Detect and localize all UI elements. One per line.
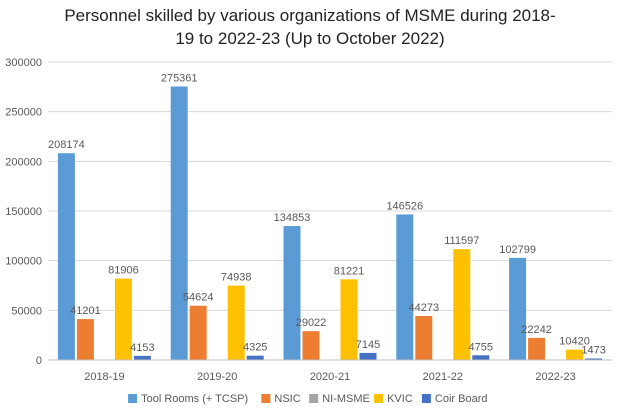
x-tick-label: 2018-19 <box>84 371 124 383</box>
data-label: 54624 <box>183 292 214 304</box>
legend-label: Coir Board <box>435 393 488 405</box>
y-tick-label: 200000 <box>5 156 42 168</box>
bar <box>528 337 546 360</box>
bar <box>453 249 471 360</box>
legend-label: Tool Rooms (+ TCSP) <box>141 393 248 405</box>
legend-swatch <box>261 394 271 403</box>
bar <box>227 285 245 360</box>
data-label: 44273 <box>409 302 440 314</box>
chart-title: Personnel skilled by various organizatio… <box>40 4 580 50</box>
data-label: 146526 <box>386 200 423 212</box>
bar <box>566 349 584 360</box>
bar <box>170 86 188 361</box>
data-label: 111597 <box>444 235 479 247</box>
data-label: 41201 <box>70 305 101 317</box>
chart-title-line-1: Personnel skilled by various organizatio… <box>64 6 556 25</box>
bar <box>472 355 490 360</box>
bar <box>302 331 320 360</box>
bar <box>509 257 527 360</box>
data-label: 4325 <box>243 342 267 354</box>
x-tick-label: 2021-22 <box>423 371 463 383</box>
y-tick-label: 0 <box>36 355 42 367</box>
chart-title-line-2: 19 to 2022-23 (Up to October 2022) <box>175 29 445 48</box>
data-label: 1473 <box>581 345 605 357</box>
data-label: 29022 <box>296 317 327 329</box>
y-tick-label: 150000 <box>5 206 42 218</box>
bar <box>76 319 94 360</box>
bar <box>246 355 264 360</box>
y-tick-label: 50000 <box>11 305 42 317</box>
bar <box>57 153 75 360</box>
bar <box>283 226 301 360</box>
x-tick-label: 2019-20 <box>197 371 237 383</box>
data-label: 102799 <box>499 244 536 256</box>
data-label: 74938 <box>221 272 252 284</box>
bar <box>359 352 377 360</box>
data-label: 275361 <box>161 72 198 84</box>
data-label: 4153 <box>130 342 154 354</box>
data-label: 22242 <box>521 324 552 336</box>
legend-label: NSIC <box>274 393 300 405</box>
bar <box>114 278 132 360</box>
data-label: 81906 <box>108 265 139 277</box>
bar <box>189 305 207 360</box>
legend-swatch <box>309 394 319 403</box>
bar <box>133 355 151 360</box>
data-label: 4755 <box>469 341 493 353</box>
legend-label: NI-MSME <box>322 393 370 405</box>
y-tick-label: 250000 <box>5 107 42 119</box>
bar <box>415 316 433 360</box>
legend-swatch <box>128 394 138 403</box>
bar <box>340 279 358 360</box>
bar <box>396 214 414 360</box>
y-tick-label: 300000 <box>5 57 42 69</box>
legend-swatch <box>374 394 384 403</box>
x-tick-label: 2020-21 <box>310 371 350 383</box>
x-tick-label: 2022-23 <box>535 371 575 383</box>
y-tick-label: 100000 <box>5 256 42 268</box>
data-label: 7145 <box>356 339 380 351</box>
data-label: 10420 <box>559 336 590 348</box>
legend-swatch <box>421 394 431 403</box>
data-label: 208174 <box>48 139 85 151</box>
legend-label: KVIC <box>387 393 413 405</box>
data-label: 81221 <box>334 265 365 277</box>
bar <box>585 358 603 360</box>
data-label: 134853 <box>274 212 311 224</box>
